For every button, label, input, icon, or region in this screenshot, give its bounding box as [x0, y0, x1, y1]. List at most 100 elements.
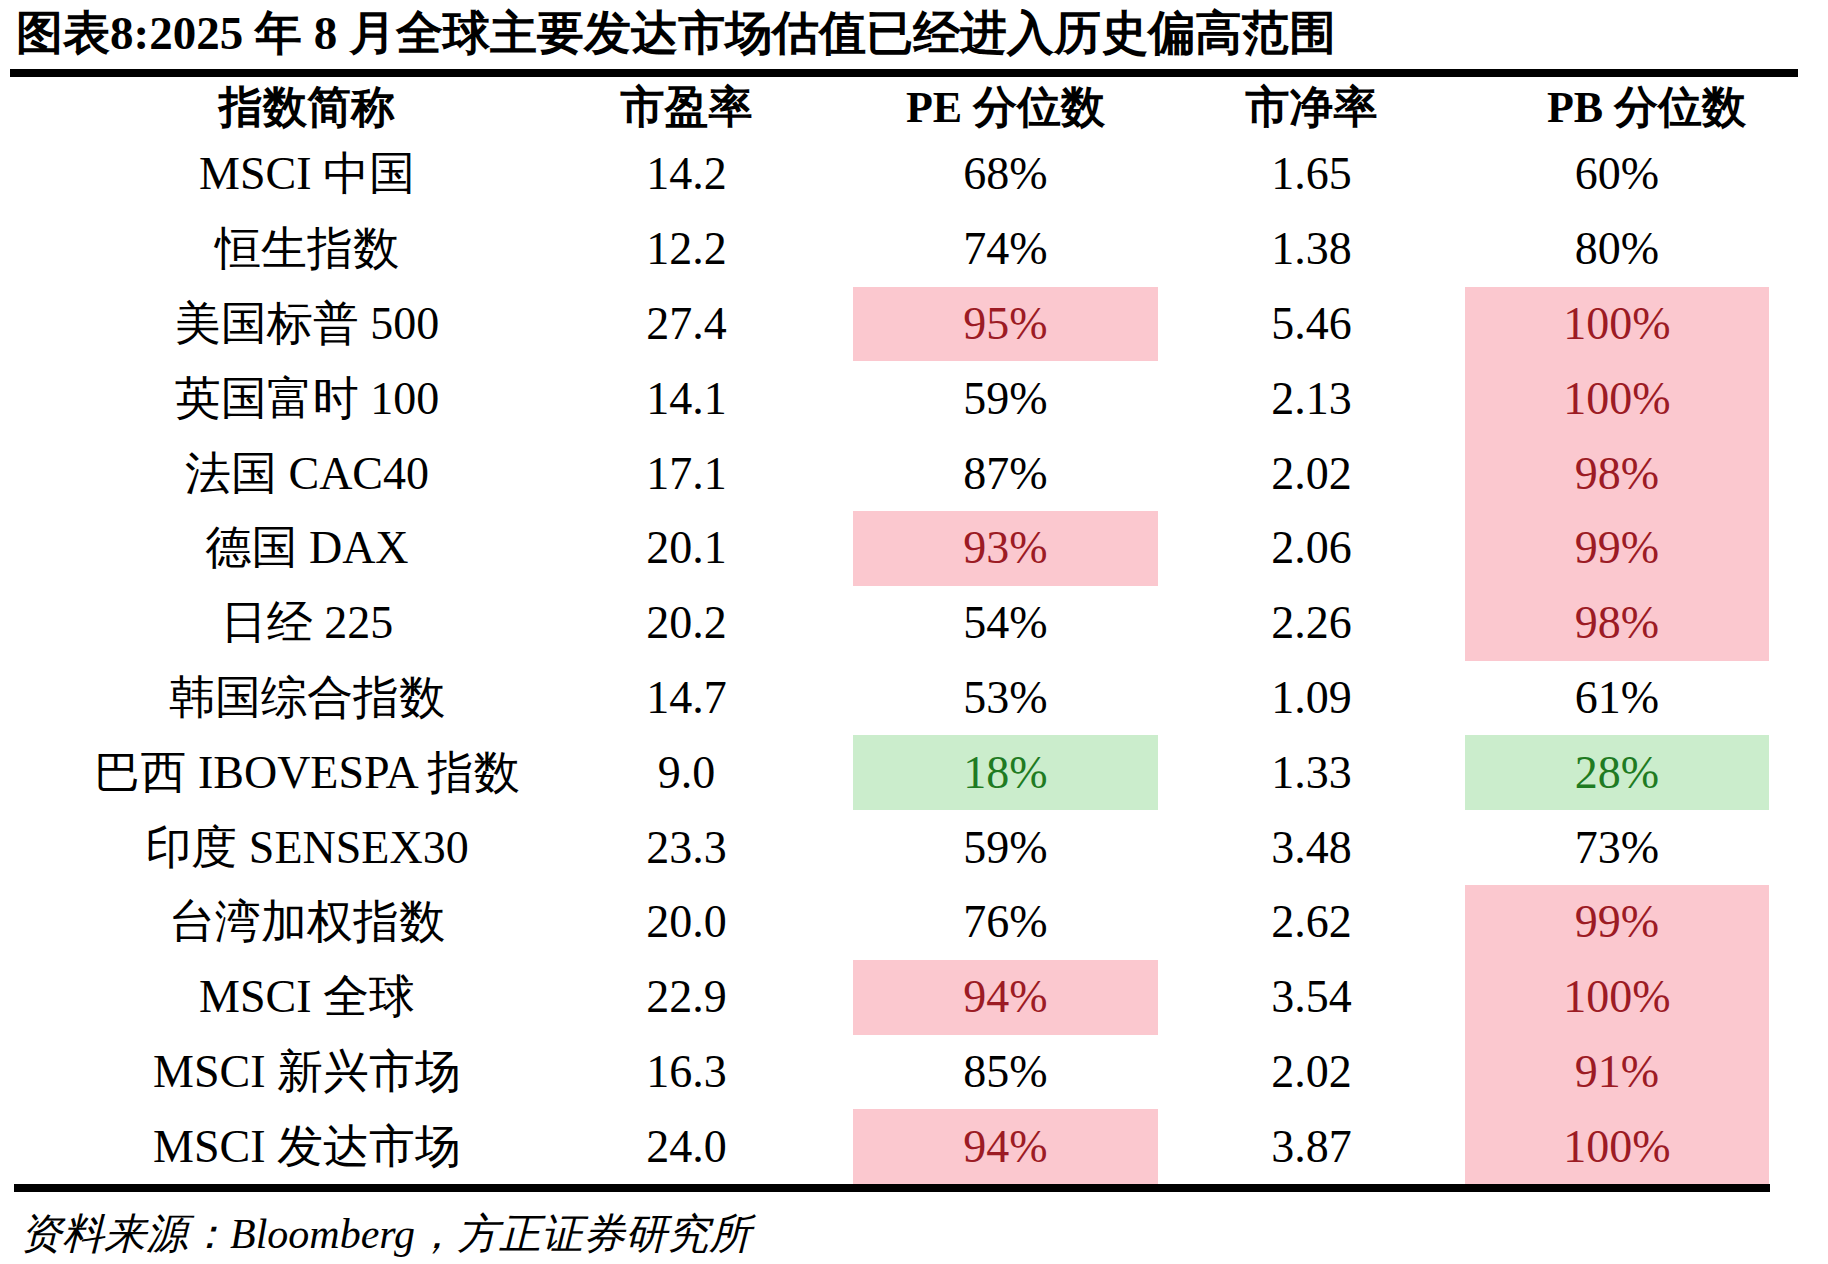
- pb-ratio-cell: 3.87: [1158, 1109, 1465, 1184]
- index-name-cell: 法国 CAC40: [0, 436, 520, 511]
- table-row: 恒生指数12.274%1.3880%: [0, 212, 1828, 287]
- table-row: 法国 CAC4017.187%2.0298%: [0, 436, 1828, 511]
- pb-percentile-cell: 99%: [1465, 511, 1828, 586]
- index-name-cell: 台湾加权指数: [0, 885, 520, 960]
- pb-percentile-cell: 98%: [1465, 586, 1828, 661]
- valuation-table: 指数简称 市盈率 PE 分位数 市净率 PB 分位数 MSCI 中国14.268…: [0, 77, 1828, 1184]
- pb-percentile-cell: 91%: [1465, 1035, 1828, 1110]
- table-row: 巴西 IBOVESPA 指数9.018%1.3328%: [0, 735, 1828, 810]
- pb-percentile-value: 80%: [1465, 212, 1769, 287]
- pb-percentile-value: 60%: [1465, 137, 1769, 212]
- table-row: MSCI 新兴市场16.385%2.0291%: [0, 1035, 1828, 1110]
- pe-percentile-value: 93%: [853, 511, 1158, 586]
- pe-ratio-cell: 27.4: [520, 287, 853, 362]
- col-header-pe: 市盈率: [520, 77, 853, 137]
- pb-percentile-cell: 60%: [1465, 137, 1828, 212]
- pb-ratio-cell: 1.09: [1158, 661, 1465, 736]
- table-row: 德国 DAX20.193%2.0699%: [0, 511, 1828, 586]
- pe-percentile-value: 95%: [853, 287, 1158, 362]
- index-name-cell: 韩国综合指数: [0, 661, 520, 736]
- pb-percentile-cell: 100%: [1465, 287, 1828, 362]
- index-name-cell: 恒生指数: [0, 212, 520, 287]
- pb-percentile-value: 100%: [1465, 960, 1769, 1035]
- pb-ratio-cell: 2.06: [1158, 511, 1465, 586]
- pb-ratio-cell: 5.46: [1158, 287, 1465, 362]
- pe-ratio-cell: 23.3: [520, 810, 853, 885]
- table-row: 印度 SENSEX3023.359%3.4873%: [0, 810, 1828, 885]
- pe-ratio-cell: 20.0: [520, 885, 853, 960]
- pb-percentile-value: 28%: [1465, 735, 1769, 810]
- pe-ratio-cell: 12.2: [520, 212, 853, 287]
- pb-percentile-cell: 61%: [1465, 661, 1828, 736]
- pb-ratio-cell: 2.13: [1158, 361, 1465, 436]
- pb-percentile-value: 100%: [1465, 287, 1769, 362]
- table-row: 日经 22520.254%2.2698%: [0, 586, 1828, 661]
- pe-ratio-cell: 14.7: [520, 661, 853, 736]
- pe-ratio-cell: 22.9: [520, 960, 853, 1035]
- table-body: MSCI 中国14.268%1.6560%恒生指数12.274%1.3880%美…: [0, 137, 1828, 1184]
- pe-percentile-value: 94%: [853, 1109, 1158, 1184]
- index-name-cell: MSCI 新兴市场: [0, 1035, 520, 1110]
- bottom-rule: [14, 1184, 1770, 1192]
- pe-percentile-value: 59%: [853, 361, 1158, 436]
- pe-percentile-cell: 94%: [853, 1109, 1158, 1184]
- pb-percentile-value: 91%: [1465, 1035, 1769, 1110]
- pb-percentile-cell: 73%: [1465, 810, 1828, 885]
- pb-ratio-cell: 2.62: [1158, 885, 1465, 960]
- pe-ratio-cell: 24.0: [520, 1109, 853, 1184]
- pe-ratio-cell: 20.2: [520, 586, 853, 661]
- index-name-cell: MSCI 全球: [0, 960, 520, 1035]
- table-row: 韩国综合指数14.753%1.0961%: [0, 661, 1828, 736]
- table-row: MSCI 全球22.994%3.54100%: [0, 960, 1828, 1035]
- pe-ratio-cell: 17.1: [520, 436, 853, 511]
- pe-percentile-value: 59%: [853, 810, 1158, 885]
- pb-percentile-cell: 99%: [1465, 885, 1828, 960]
- index-name-cell: MSCI 发达市场: [0, 1109, 520, 1184]
- pb-percentile-value: 98%: [1465, 436, 1769, 511]
- pb-percentile-value: 100%: [1465, 1109, 1769, 1184]
- pe-percentile-value: 76%: [853, 885, 1158, 960]
- index-name-cell: 英国富时 100: [0, 361, 520, 436]
- pb-ratio-cell: 2.26: [1158, 586, 1465, 661]
- report-figure: 图表8:2025 年 8 月全球主要发达市场估值已经进入历史偏高范围 指数简称 …: [0, 0, 1828, 1264]
- pe-percentile-value: 68%: [853, 137, 1158, 212]
- index-name-cell: 美国标普 500: [0, 287, 520, 362]
- table-row: MSCI 发达市场24.094%3.87100%: [0, 1109, 1828, 1184]
- pb-ratio-cell: 2.02: [1158, 1035, 1465, 1110]
- pe-percentile-cell: 53%: [853, 661, 1158, 736]
- pe-ratio-cell: 20.1: [520, 511, 853, 586]
- table-header-row: 指数简称 市盈率 PE 分位数 市净率 PB 分位数: [0, 77, 1828, 137]
- pb-percentile-cell: 100%: [1465, 960, 1828, 1035]
- pb-ratio-cell: 1.33: [1158, 735, 1465, 810]
- col-header-pb: 市净率: [1158, 77, 1465, 137]
- pe-ratio-cell: 14.2: [520, 137, 853, 212]
- pb-percentile-cell: 100%: [1465, 361, 1828, 436]
- pb-ratio-cell: 2.02: [1158, 436, 1465, 511]
- pe-ratio-cell: 14.1: [520, 361, 853, 436]
- pe-percentile-value: 87%: [853, 436, 1158, 511]
- pe-percentile-cell: 74%: [853, 212, 1158, 287]
- pe-percentile-cell: 85%: [853, 1035, 1158, 1110]
- pe-percentile-value: 54%: [853, 586, 1158, 661]
- pb-percentile-value: 100%: [1465, 361, 1769, 436]
- col-header-index-name: 指数简称: [0, 77, 520, 137]
- pe-percentile-value: 85%: [853, 1035, 1158, 1110]
- pb-ratio-cell: 1.65: [1158, 137, 1465, 212]
- pe-percentile-value: 74%: [853, 212, 1158, 287]
- pb-percentile-cell: 100%: [1465, 1109, 1828, 1184]
- pe-ratio-cell: 16.3: [520, 1035, 853, 1110]
- col-header-pe-pctile: PE 分位数: [853, 77, 1158, 137]
- index-name-cell: MSCI 中国: [0, 137, 520, 212]
- table-row: 美国标普 50027.495%5.46100%: [0, 287, 1828, 362]
- pb-ratio-cell: 3.54: [1158, 960, 1465, 1035]
- pb-ratio-cell: 3.48: [1158, 810, 1465, 885]
- figure-title: 图表8:2025 年 8 月全球主要发达市场估值已经进入历史偏高范围: [0, 0, 1828, 69]
- pb-percentile-cell: 80%: [1465, 212, 1828, 287]
- pe-percentile-cell: 68%: [853, 137, 1158, 212]
- index-name-cell: 日经 225: [0, 586, 520, 661]
- index-name-cell: 德国 DAX: [0, 511, 520, 586]
- pe-percentile-value: 53%: [853, 661, 1158, 736]
- pb-percentile-value: 99%: [1465, 885, 1769, 960]
- pe-percentile-cell: 59%: [853, 810, 1158, 885]
- pe-percentile-value: 94%: [853, 960, 1158, 1035]
